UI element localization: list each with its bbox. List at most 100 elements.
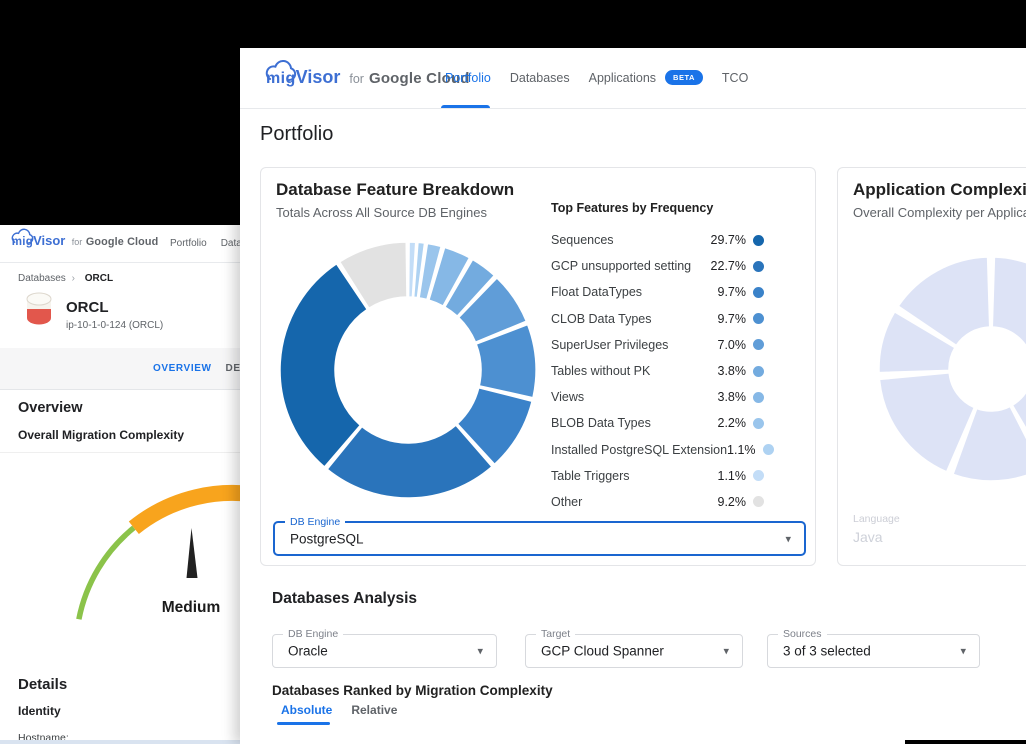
select-label: DB Engine (285, 516, 346, 528)
feature-row: Sequences 29.7% (551, 227, 764, 253)
gauge-value: Medium (161, 599, 221, 616)
language-select-value[interactable]: Java (853, 529, 883, 545)
legend-dot-icon (753, 339, 764, 351)
feature-percent: 1.1% (717, 468, 747, 483)
select-value: Oracle (288, 643, 328, 659)
legend-dot-icon (762, 444, 774, 456)
dropdown-caret-icon: ▾ (960, 645, 966, 658)
feature-percent: 7.0% (717, 337, 747, 352)
feature-percent: 29.7% (710, 233, 746, 248)
top-nav: mig Visor for Google Cloud Portfolio Dat… (240, 48, 1026, 109)
analysis-title: Databases Analysis (272, 590, 418, 607)
identity-heading: Identity (18, 704, 61, 718)
beta-badge: BETA (665, 69, 703, 85)
legend-dot-icon (753, 286, 764, 298)
feature-name: Sequences (551, 233, 614, 248)
nav-tab[interactable]: Applications BETA (589, 69, 703, 86)
rank-tab[interactable]: Relative (351, 703, 398, 717)
nav-tab[interactable]: Portfolio (170, 238, 207, 249)
complexity-heading: Overall Migration Complexity (18, 428, 185, 442)
db-detail-window: mig Visor for Google Cloud Portfolio Data… (0, 225, 240, 744)
nav-tab[interactable]: Databases (509, 71, 570, 85)
language-select-label: Language (853, 513, 900, 525)
feature-name: Table Triggers (551, 468, 630, 483)
rank-tabs: Absolute Relative (281, 703, 397, 717)
portfolio-window: mig Visor for Google Cloud Portfolio Dat… (240, 48, 1026, 744)
cloud-icon (11, 228, 34, 244)
rank-tab[interactable]: Absolute (281, 703, 333, 717)
feature-percent: 9.7% (717, 311, 747, 326)
analysis-select[interactable]: DB Engine Oracle ▾ (272, 628, 497, 668)
feature-donut-chart (279, 241, 537, 499)
logo-product: Google Cloud (368, 70, 470, 87)
feature-percent: 3.8% (717, 390, 747, 405)
dropdown-caret-icon: ▾ (723, 645, 729, 658)
gauge-chart (76, 485, 240, 620)
detail-tabs: OVERVIEW DETAILS (0, 348, 240, 390)
feature-percent: 3.8% (717, 364, 747, 379)
active-tab-underline (441, 105, 490, 108)
select-label: DB Engine (283, 628, 344, 640)
feature-percent: 1.1% (727, 442, 756, 457)
feature-row: Other 9.2% (551, 489, 764, 515)
logo-visor: Visor (33, 233, 66, 248)
feature-name: CLOB Data Types (551, 311, 652, 326)
analysis-select[interactable]: Target GCP Cloud Spanner ▾ (525, 628, 743, 668)
select-value: GCP Cloud Spanner (541, 643, 664, 659)
select-label: Target (536, 628, 576, 640)
nav-tab[interactable]: Databases (220, 238, 240, 249)
legend-dot-icon (753, 234, 764, 246)
feature-list-title: Top Features by Frequency (551, 201, 714, 215)
db-engine-select[interactable]: DB Engine PostgreSQL ▾ (273, 516, 806, 556)
ranked-title: Databases Ranked by Migration Complexity (272, 683, 553, 698)
logo-visor: Visor (295, 67, 341, 87)
legend-dot-icon (753, 260, 764, 272)
feature-name: Views (551, 390, 585, 405)
logo-product: Google Cloud (85, 235, 159, 248)
migvisor-logo: mig Visor for Google Cloud (6, 228, 159, 249)
nav-tab[interactable]: TCO (721, 71, 749, 85)
migvisor-logo: mig Visor for Google Cloud (258, 60, 470, 88)
database-feature-card: Database Feature Breakdown Totals Across… (260, 167, 816, 566)
back-window-nav: mig Visor for Google Cloud Portfolio Data… (0, 225, 240, 263)
details-heading: Details (18, 676, 68, 693)
feature-row: Table Triggers 1.1% (551, 463, 764, 489)
detail-tab[interactable]: DETAILS (225, 363, 240, 374)
feature-row: SuperUser Privileges 7.0% (551, 332, 764, 358)
database-name: ORCL (66, 299, 109, 316)
feature-percent: 2.2% (717, 416, 747, 431)
breadcrumb-current: ORCL (84, 273, 114, 284)
analysis-filters: DB Engine Oracle ▾ Target GCP Cloud Span… (272, 628, 980, 668)
feature-name: Float DataTypes (551, 285, 643, 300)
breadcrumb-parent[interactable]: Databases (18, 273, 66, 284)
card-title: Database Feature Breakdown (276, 180, 515, 199)
legend-dot-icon (753, 470, 764, 482)
dropdown-caret-icon: ▾ (785, 533, 791, 545)
analysis-select[interactable]: Sources 3 of 3 selected ▾ (767, 628, 980, 668)
detail-tab[interactable]: OVERVIEW (153, 363, 212, 374)
scrollbar[interactable] (0, 740, 240, 744)
desktop-edge (905, 740, 1026, 744)
breadcrumb-separator-icon: › (71, 273, 75, 284)
feature-name: GCP unsupported setting (551, 259, 692, 274)
breadcrumb: Databases › ORCL (18, 273, 113, 284)
logo-mig: mig (266, 70, 296, 87)
card-subtitle: Overall Complexity per Application (853, 205, 1026, 220)
card-title: Application Complexity Breakdown (853, 180, 1026, 199)
feature-list: Sequences 29.7% GCP unsupported setting … (551, 227, 774, 515)
main-nav-tabs: Portfolio Databases Applications BETA TC… (445, 48, 748, 108)
logo-mig: mig (11, 235, 34, 248)
legend-dot-icon (753, 417, 764, 429)
database-icon (26, 292, 52, 325)
legend-dot-icon (753, 313, 764, 325)
legend-dot-icon (753, 365, 764, 377)
back-nav-tabs: Portfolio Databases (170, 225, 240, 262)
application-complexity-card: Application Complexity Breakdown Overall… (837, 167, 1026, 566)
feature-name: SuperUser Privileges (551, 337, 669, 352)
feature-percent: 9.2% (717, 494, 747, 509)
nav-tab[interactable]: Portfolio (445, 71, 491, 85)
legend-dot-icon (753, 496, 764, 508)
feature-name: BLOB Data Types (551, 416, 651, 431)
feature-row: Float DataTypes 9.7% (551, 279, 764, 305)
